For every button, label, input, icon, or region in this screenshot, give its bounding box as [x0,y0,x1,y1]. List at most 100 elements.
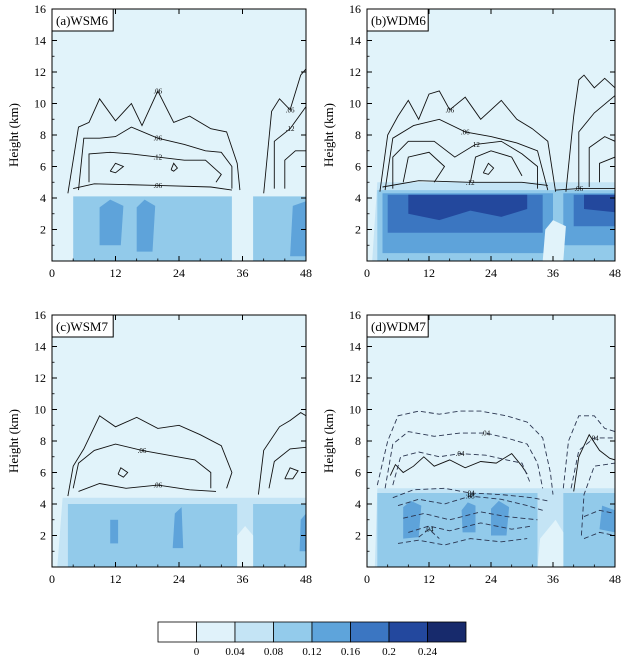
y-tick-label: 10 [34,403,46,417]
shade-region-4 [100,200,124,246]
colorbar-swatch-3 [235,622,274,642]
y-tick-label: 16 [349,308,361,322]
colorbar-label: 0.24 [418,646,438,658]
contour-label: .04 [590,434,599,442]
y-tick-label: 14 [34,340,46,354]
x-tick-label: 12 [423,266,435,280]
panels-group: .06.06.06.12.06.12012243648246810121416H… [6,2,621,586]
y-tick-label: 2 [355,529,361,543]
shade-region-8 [600,506,616,533]
y-tick-label: 8 [355,434,361,448]
colorbar-swatch-2 [197,622,236,642]
shade-region-3 [68,504,237,567]
shade-region-5 [403,501,421,539]
y-tick-label: 4 [40,497,46,511]
panel-label: (a)WSM6 [56,13,108,28]
y-tick-label: 14 [349,34,361,48]
y-tick-label: 14 [34,34,46,48]
x-tick-label: 0 [364,572,370,586]
panel-label: (d)WDM7 [371,319,426,334]
x-tick-label: 48 [609,266,621,280]
x-tick-label: 24 [485,572,497,586]
shading-layers [52,490,306,567]
colorbar-swatch-4 [274,622,313,642]
y-tick-label: 4 [40,191,46,205]
y-tick-label: 16 [34,308,46,322]
contour-label: .04 [425,526,434,534]
contour-label: .04 [481,430,490,438]
colorbar-label: 0.04 [225,646,245,658]
shade-region-5 [110,520,118,544]
x-tick-label: 36 [547,572,559,586]
y-tick-label: 6 [40,466,46,480]
x-tick-label: 24 [485,266,497,280]
x-tick-label: 48 [300,266,312,280]
colorbar-label: 0.2 [382,646,396,658]
x-tick-label: 12 [423,572,435,586]
y-axis-title: Height (km) [6,409,21,473]
y-tick-label: 6 [355,160,361,174]
x-tick-label: 12 [110,266,122,280]
y-tick-label: 10 [349,97,361,111]
y-tick-label: 12 [349,371,361,385]
y-axis-title: Height (km) [6,103,21,167]
panel-c: .06.06012243648246810121416Height (km)(c… [6,308,312,586]
panel-label: (b)WDM6 [371,13,426,28]
panel-a: .06.06.06.12.06.12012243648246810121416H… [6,2,312,280]
y-tick-label: 2 [40,223,46,237]
shading-layers [52,196,306,261]
y-tick-label: 16 [349,2,361,16]
x-tick-label: 0 [49,572,55,586]
y-tick-label: 6 [40,160,46,174]
y-tick-label: 8 [355,128,361,142]
x-tick-label: 12 [110,572,122,586]
y-tick-label: 2 [40,529,46,543]
y-tick-label: 8 [40,434,46,448]
contour-label: .04 [456,450,465,458]
contour-label: .06 [138,447,147,455]
shade-region-7 [491,501,509,536]
x-tick-label: 36 [237,266,249,280]
colorbar-swatch-5 [312,622,351,642]
x-tick-label: 24 [173,266,185,280]
colorbar-label: 0.08 [264,646,284,658]
y-tick-label: 4 [355,497,361,511]
colorbar-swatch-8 [428,622,467,642]
y-tick-label: 14 [349,340,361,354]
x-tick-label: 36 [547,266,559,280]
x-tick-label: 0 [364,266,370,280]
contour-label: .06 [153,182,162,190]
contour-label: .12 [466,179,475,187]
y-axis-title: Height (km) [321,409,336,473]
panel-b: .06.06.12.12.06012243648246810121416Heig… [321,2,621,280]
contour-label: .12 [471,141,480,149]
x-tick-label: 36 [237,572,249,586]
contour-label: .06 [574,185,583,193]
contour-label: .06 [445,106,454,114]
y-tick-label: 4 [355,191,361,205]
y-tick-label: 2 [355,223,361,237]
contour-label: .06 [153,87,162,95]
x-tick-label: 24 [173,572,185,586]
y-tick-label: 12 [34,371,46,385]
contour-label: .06 [153,482,162,490]
colorbar-swatch-7 [389,622,428,642]
shading-layers [367,474,615,567]
contour-label: .06 [461,128,470,136]
panel-d: .04.04.08.04.04.04012243648246810121416H… [321,308,621,586]
colorbar-label: 0.12 [302,646,321,658]
y-tick-label: 10 [34,97,46,111]
x-tick-label: 48 [300,572,312,586]
y-tick-label: 16 [34,2,46,16]
x-tick-label: 48 [609,572,621,586]
contour-label: .04 [466,490,475,498]
colorbar-swatch-1 [158,622,197,642]
shade-region-3 [377,493,537,567]
contour-label: .06 [286,106,295,114]
panel-label: (c)WSM7 [56,319,108,334]
contour-label: .06 [153,135,162,143]
y-tick-label: 12 [34,65,46,79]
contour-label: .12 [286,125,295,133]
contour-label: .12 [153,154,162,162]
